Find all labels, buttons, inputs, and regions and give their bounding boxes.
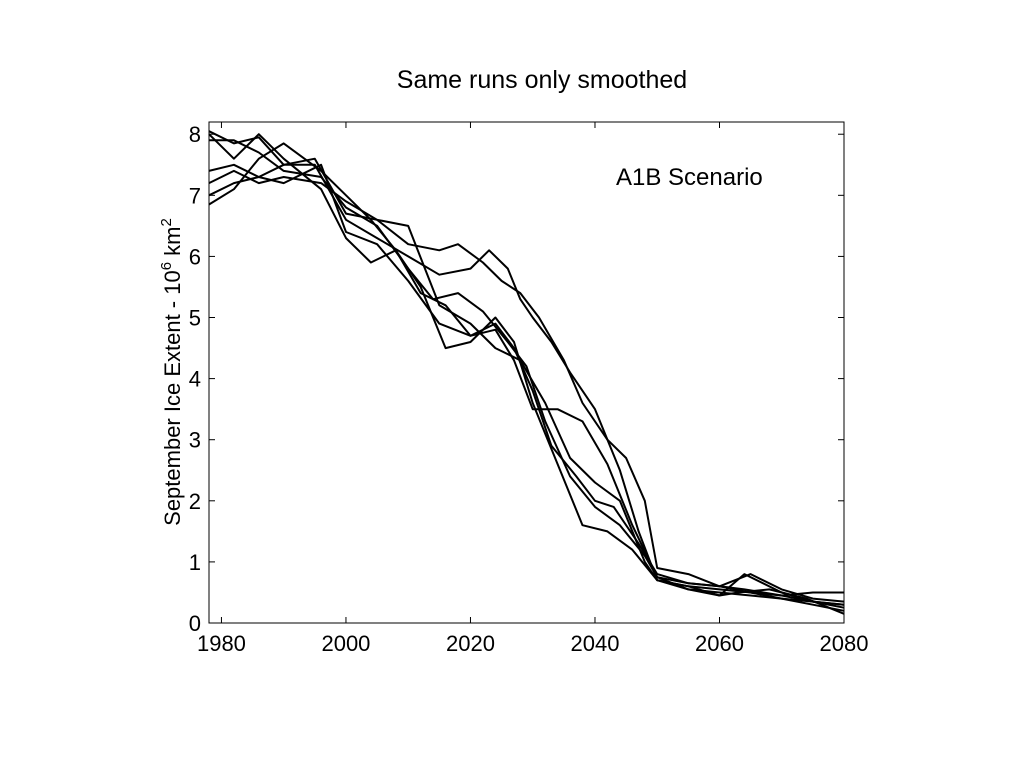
x-tick-label: 2080 [820, 631, 869, 656]
series-line-7 [208, 133, 845, 615]
series-line-2 [208, 157, 844, 597]
y-tick-label: 3 [189, 428, 201, 453]
y-tick-label: 8 [189, 122, 201, 147]
x-tick-label: 1980 [197, 631, 246, 656]
series-layer [208, 130, 845, 615]
y-tick-label: 1 [189, 550, 201, 575]
y-tick-label: 0 [189, 611, 201, 636]
y-axis-label: September Ice Extent - 106 km2 [158, 218, 185, 526]
chart-title: Same runs only smoothed [396, 66, 688, 94]
series-line-3 [208, 142, 845, 612]
series-line-5 [209, 139, 845, 609]
y-tick-label: 2 [189, 489, 201, 514]
y-tick-label: 7 [189, 183, 201, 208]
y-tick-label: 5 [189, 306, 201, 331]
y-tick-label: 4 [189, 367, 201, 392]
x-tick-label: 2060 [695, 631, 744, 656]
x-tick-label: 2020 [446, 631, 495, 656]
x-tick-label: 2040 [571, 631, 620, 656]
ticks-layer: 1980 2000 2020 2040 2060 2080 0 1 2 3 4 5 6 7 8 [189, 122, 869, 656]
axes-box [208, 121, 845, 624]
series-line-6 [208, 169, 845, 606]
annotation-label: A1B Scenario [616, 164, 763, 191]
y-tick-label: 6 [189, 244, 201, 269]
series-line-1 [208, 130, 845, 606]
x-tick-label: 2000 [321, 631, 370, 656]
